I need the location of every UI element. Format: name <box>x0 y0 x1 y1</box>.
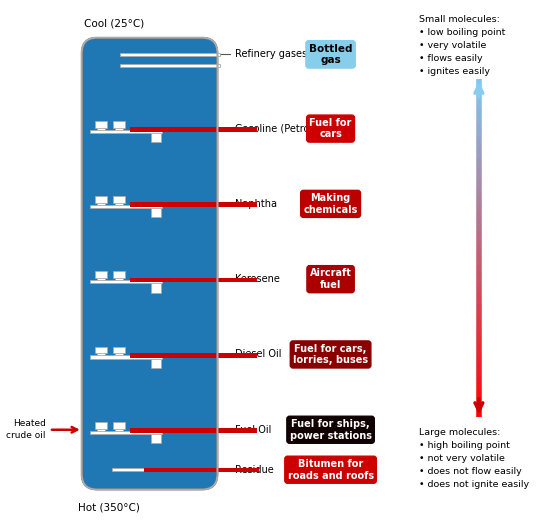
Bar <box>144 468 259 472</box>
Bar <box>90 355 162 359</box>
Bar <box>90 280 162 283</box>
Bar <box>115 353 123 355</box>
Bar <box>129 428 257 433</box>
Bar <box>120 64 220 67</box>
Bar <box>95 121 107 127</box>
Text: Fuel for cars,
lorries, buses: Fuel for cars, lorries, buses <box>293 343 368 365</box>
Text: Fuel Oil: Fuel Oil <box>235 425 271 435</box>
Text: Hot (350°C): Hot (350°C) <box>79 503 140 513</box>
Bar <box>95 347 107 353</box>
Text: Naphtha: Naphtha <box>235 199 277 209</box>
Bar <box>97 127 105 129</box>
Bar <box>97 429 105 431</box>
Text: Bottled
gas: Bottled gas <box>309 43 352 65</box>
Bar <box>151 283 161 293</box>
Bar <box>151 434 161 443</box>
Text: Bitumen for
roads and roofs: Bitumen for roads and roofs <box>288 459 373 481</box>
Bar <box>115 429 123 431</box>
Bar <box>151 133 161 142</box>
Bar <box>95 196 107 203</box>
Bar <box>97 203 105 205</box>
Bar <box>115 278 123 280</box>
Bar <box>111 468 220 471</box>
Bar <box>95 271 107 278</box>
Bar <box>115 203 123 205</box>
Text: Diesel Oil: Diesel Oil <box>235 349 282 360</box>
Text: Aircraft
fuel: Aircraft fuel <box>310 268 352 290</box>
Bar <box>129 203 257 207</box>
Bar <box>113 347 125 353</box>
Text: Fuel for
cars: Fuel for cars <box>310 118 352 139</box>
Bar <box>151 359 161 368</box>
Text: Large molecules:
• high boiling point
• not very volatile
• does not flow easily: Large molecules: • high boiling point • … <box>419 428 529 489</box>
Bar <box>90 205 162 208</box>
Text: Heated
crude oil: Heated crude oil <box>6 419 45 440</box>
Bar <box>97 278 105 280</box>
Bar <box>129 353 257 358</box>
Bar <box>113 121 125 127</box>
Bar <box>129 127 257 132</box>
FancyBboxPatch shape <box>82 38 217 490</box>
Bar <box>120 53 220 56</box>
Text: Residue: Residue <box>235 465 274 474</box>
Text: Small molecules:
• low boiling point
• very volatile
• flows easily
• ignites ea: Small molecules: • low boiling point • v… <box>419 15 505 76</box>
Text: Gasoline (Petrol): Gasoline (Petrol) <box>235 124 316 134</box>
Text: Kerosene: Kerosene <box>235 274 280 284</box>
Bar <box>113 196 125 203</box>
Bar <box>90 129 162 133</box>
Text: Making
chemicals: Making chemicals <box>304 193 358 215</box>
Bar <box>95 422 107 429</box>
Text: Fuel for ships,
power stations: Fuel for ships, power stations <box>289 419 372 441</box>
Bar <box>115 127 123 129</box>
Text: Refinery gases: Refinery gases <box>235 50 307 60</box>
Text: Cool (25°C): Cool (25°C) <box>84 18 145 28</box>
Bar <box>113 271 125 278</box>
Bar <box>113 422 125 429</box>
Bar <box>129 278 257 282</box>
Bar <box>97 353 105 355</box>
Bar <box>151 208 161 217</box>
Bar <box>90 431 162 434</box>
